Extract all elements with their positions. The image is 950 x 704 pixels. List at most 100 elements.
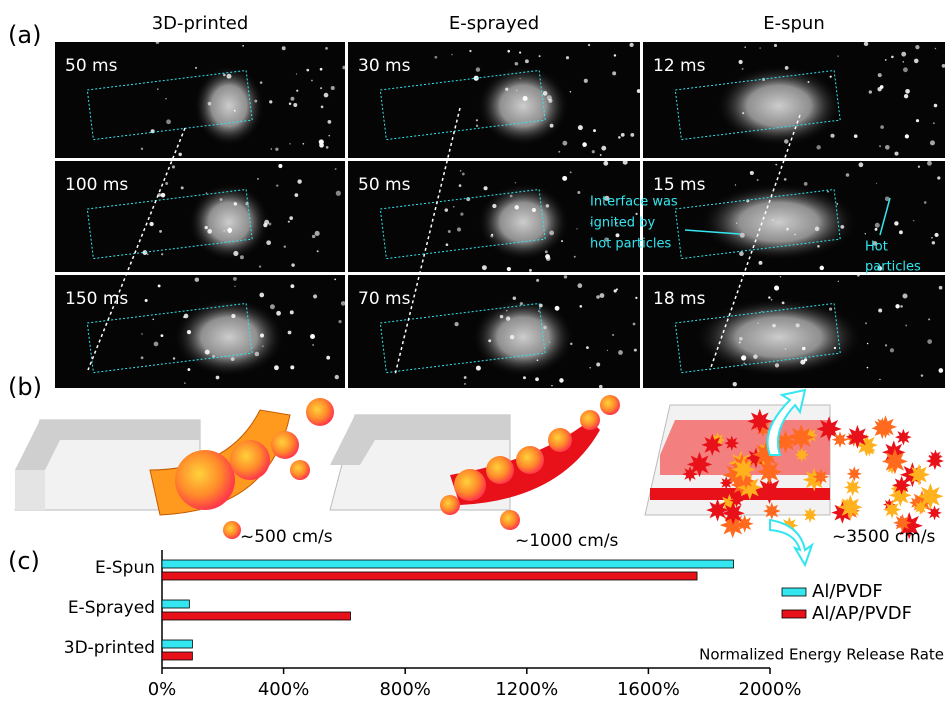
- particle: [306, 398, 334, 426]
- spark: [551, 385, 552, 386]
- spark: [260, 334, 264, 338]
- spark: [335, 168, 337, 170]
- spark: [921, 374, 923, 376]
- spark: [607, 350, 608, 351]
- spark: [457, 227, 461, 231]
- y-tick-label: E-Sprayed: [68, 598, 155, 618]
- spark: [543, 91, 548, 96]
- spark: [564, 275, 567, 278]
- spark: [227, 74, 232, 79]
- spark: [291, 263, 294, 266]
- spark: [326, 356, 330, 360]
- image-grid: 3D-printedE-sprayedE-spun50 ms30 ms12 ms…: [55, 13, 945, 388]
- spark: [184, 314, 189, 319]
- spark: [165, 182, 168, 185]
- spark: [149, 222, 153, 226]
- spark: [603, 161, 608, 166]
- spark: [796, 323, 800, 327]
- spark: [141, 356, 144, 359]
- spark: [865, 322, 867, 324]
- spark: [313, 294, 317, 298]
- spark: [549, 342, 550, 343]
- spark: [759, 261, 763, 265]
- spark: [538, 310, 540, 312]
- spark: [227, 228, 232, 233]
- spark: [523, 376, 526, 379]
- speed-label: ~3500 cm/s: [832, 527, 936, 547]
- spark: [637, 89, 641, 93]
- particle: [271, 431, 299, 459]
- spark: [830, 76, 832, 78]
- spark: [558, 151, 560, 153]
- spark: [739, 337, 743, 341]
- spark: [234, 286, 235, 287]
- spark: [506, 316, 510, 320]
- time-label: 15 ms: [653, 175, 706, 195]
- x-tick-label: 800%: [379, 679, 430, 700]
- spark: [618, 136, 621, 139]
- particle: [548, 428, 572, 452]
- column-title: E-sprayed: [449, 13, 539, 34]
- spark: [306, 69, 309, 72]
- spark: [633, 323, 636, 326]
- spark: [612, 334, 614, 336]
- spark: [296, 90, 298, 92]
- spark: [234, 202, 237, 205]
- spark: [161, 334, 164, 337]
- spark: [181, 186, 184, 189]
- spark: [303, 143, 305, 145]
- spark: [739, 341, 741, 343]
- spark: [561, 240, 563, 242]
- spark: [588, 44, 590, 46]
- figure: (a) (b) (c) 3D-printedE-sprayedE-spun50 …: [0, 0, 950, 704]
- spark: [570, 171, 572, 173]
- spark: [434, 56, 437, 59]
- bar: [162, 560, 734, 568]
- spark: [894, 152, 898, 156]
- bar-chart: 0%400%800%1200%1600%2000%E-SpunE-Sprayed…: [64, 550, 944, 700]
- spark: [882, 448, 908, 474]
- spark: [577, 191, 580, 194]
- particle: [175, 450, 235, 510]
- spark: [785, 66, 789, 70]
- spark: [269, 100, 272, 103]
- spark: [869, 90, 872, 93]
- spark: [599, 385, 603, 389]
- spark: [593, 129, 596, 132]
- spark: [837, 55, 838, 56]
- spark: [784, 178, 787, 181]
- spark: [733, 382, 737, 386]
- spark: [460, 213, 463, 216]
- spark: [325, 47, 328, 50]
- spark: [750, 171, 751, 172]
- spark: [338, 320, 341, 323]
- spark: [829, 308, 832, 311]
- spark: [154, 342, 159, 347]
- spark: [612, 71, 616, 75]
- spark: [550, 124, 554, 128]
- spark: [914, 59, 919, 64]
- spark: [220, 198, 223, 201]
- spark: [878, 309, 882, 313]
- particle: [486, 456, 514, 484]
- annotation: Hot: [865, 240, 888, 255]
- annotation: particles: [865, 260, 921, 275]
- panel-label: (a): [8, 21, 41, 49]
- spark: [320, 68, 323, 71]
- bar: [162, 572, 697, 580]
- spark: [555, 306, 560, 311]
- spark: [488, 339, 491, 342]
- spark: [156, 40, 160, 44]
- spark: [926, 452, 944, 470]
- spark: [913, 220, 914, 221]
- column-title: 3D-printed: [152, 13, 249, 34]
- spark: [142, 250, 147, 255]
- spark: [736, 223, 737, 224]
- y-tick-label: E-Spun: [95, 558, 155, 578]
- spark: [257, 178, 259, 180]
- spark: [623, 160, 628, 165]
- spark: [880, 85, 884, 89]
- spark: [614, 54, 616, 56]
- spark: [579, 305, 582, 308]
- spark: [832, 431, 848, 448]
